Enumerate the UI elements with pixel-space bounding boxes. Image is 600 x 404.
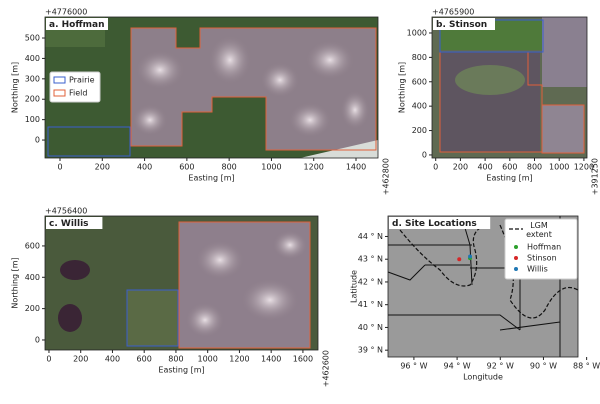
panel-title: d. Site Locations <box>392 219 477 229</box>
x-tick-label: 0 <box>433 163 438 172</box>
image-a <box>45 17 378 158</box>
x-offset: +4776000 <box>45 8 87 17</box>
x-tick-label: 200 <box>453 163 468 172</box>
legend-swatch <box>53 89 66 97</box>
y-offset: +462600 <box>322 350 331 387</box>
y-tick-label: 200 <box>412 126 427 135</box>
y-tick-label: 43 ° N <box>358 255 383 264</box>
y-tick-label: 500 <box>25 34 40 43</box>
panel-title: a. Hoffman <box>49 20 105 30</box>
x-offset: +4765900 <box>432 8 474 17</box>
x-tick-label: 92 ° W <box>487 362 514 371</box>
x-tick-label: 800 <box>168 355 183 364</box>
legend-marker <box>514 267 518 271</box>
legend-swatch <box>53 76 66 84</box>
x-tick-label: 200 <box>73 355 88 364</box>
legend-label: Stinson <box>527 254 557 263</box>
y-tick-label: 1000 <box>407 28 427 37</box>
title-box <box>46 217 103 229</box>
legend-label: Field <box>69 89 87 98</box>
x-tick-label: 94 ° W <box>443 362 470 371</box>
title-box <box>433 18 495 30</box>
image-c <box>45 216 318 350</box>
y-tick-label: 400 <box>25 54 40 63</box>
x-tick-label: 1400 <box>261 355 281 364</box>
y-tick-label: 300 <box>25 74 40 83</box>
x-tick-label: 600 <box>179 163 194 172</box>
y-tick-label: 42 ° N <box>358 277 383 286</box>
x-tick-label: 1200 <box>574 163 594 172</box>
x-tick-label: 200 <box>95 163 110 172</box>
title-box <box>46 18 108 30</box>
x-tick-label: 1000 <box>261 163 281 172</box>
legend-marker <box>514 245 518 249</box>
y-tick-label: 0 <box>35 136 40 145</box>
y-tick-label: 200 <box>25 304 40 313</box>
x-tick-label: 1400 <box>346 163 366 172</box>
x-tick-label: 1000 <box>198 355 218 364</box>
x-tick-label: 1000 <box>549 163 569 172</box>
y-tick-label: 200 <box>25 95 40 104</box>
x-tick-label: 1200 <box>304 163 324 172</box>
y-tick-label: 0 <box>422 150 427 159</box>
x-tick-label: 0 <box>57 163 62 172</box>
y-tick-label: 40 ° N <box>358 323 383 332</box>
legend-marker <box>514 256 518 260</box>
y-tick-label: 800 <box>412 53 427 62</box>
x-offset: +4756400 <box>45 207 87 216</box>
site-point <box>457 257 462 262</box>
y-tick-label: 39 ° N <box>358 346 383 355</box>
x-tick-label: 400 <box>477 163 492 172</box>
x-axis-label: Longitude <box>463 373 503 382</box>
y-tick-label: 100 <box>25 115 40 124</box>
y-axis-label: Northing [m] <box>11 257 20 308</box>
x-axis-label: Easting [m] <box>188 174 234 183</box>
y-offset: +462800 <box>382 158 391 195</box>
legend-box <box>49 71 101 103</box>
x-tick-label: 400 <box>137 163 152 172</box>
x-tick-label: 600 <box>502 163 517 172</box>
x-axis-label: Easting [m] <box>158 366 204 375</box>
x-tick-label: 600 <box>137 355 152 364</box>
legend-label: Prairie <box>69 76 95 85</box>
y-tick-label: 400 <box>25 273 40 282</box>
y-offset: +391250 <box>591 158 600 195</box>
x-tick-label: 800 <box>527 163 542 172</box>
y-tick-label: 600 <box>25 241 40 250</box>
y-axis-label: Northing [m] <box>398 62 407 113</box>
x-tick-label: 1600 <box>293 355 313 364</box>
x-tick-label: 88 ° W <box>573 362 600 371</box>
x-tick-label: 96 ° W <box>400 362 427 371</box>
y-tick-label: 41 ° N <box>358 300 383 309</box>
legend-label: Willis <box>527 265 548 274</box>
x-tick-label: 400 <box>105 355 120 364</box>
panel-title: b. Stinson <box>436 20 487 30</box>
y-tick-label: 44 ° N <box>358 232 383 241</box>
x-tick-label: 0 <box>46 355 51 364</box>
image-b <box>432 17 587 158</box>
title-box <box>389 217 491 229</box>
site-point <box>468 254 473 259</box>
y-axis-label: Latitude <box>350 270 359 303</box>
legend-box <box>504 218 578 280</box>
y-tick-label: 600 <box>412 77 427 86</box>
y-axis-label: Northing [m] <box>11 62 20 113</box>
legend-label: Hoffman <box>527 243 561 252</box>
x-tick-label: 800 <box>222 163 237 172</box>
x-tick-label: 90 ° W <box>530 362 557 371</box>
y-tick-label: 0 <box>35 335 40 344</box>
y-tick-label: 400 <box>412 102 427 111</box>
legend-label: LGM extent <box>526 221 552 239</box>
x-axis-label: Easting [m] <box>486 174 532 183</box>
x-tick-label: 1200 <box>229 355 249 364</box>
panel-title: c. Willis <box>49 219 89 229</box>
